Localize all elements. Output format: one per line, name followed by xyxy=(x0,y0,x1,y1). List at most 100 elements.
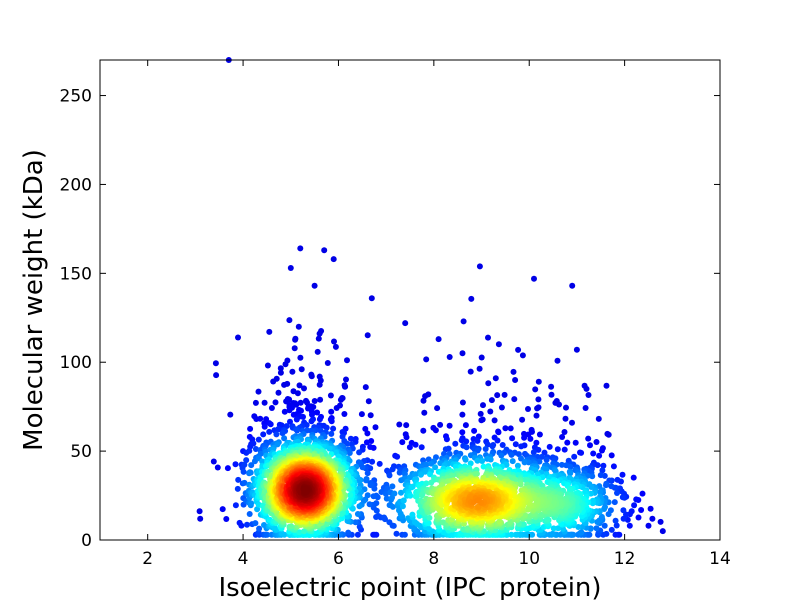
data-point xyxy=(533,412,540,419)
data-point xyxy=(649,515,656,522)
data-point xyxy=(427,471,433,478)
data-point xyxy=(260,431,267,438)
data-point xyxy=(612,517,619,524)
data-point xyxy=(412,519,418,526)
data-point xyxy=(277,369,284,376)
y-axis-ticks: 0 50 100 150 200 250 xyxy=(60,87,720,551)
data-point xyxy=(331,338,337,345)
data-point xyxy=(562,415,569,422)
data-point xyxy=(323,424,330,431)
data-point xyxy=(599,447,605,454)
data-point xyxy=(463,438,470,445)
data-point xyxy=(308,373,315,380)
data-point xyxy=(474,497,481,504)
data-point xyxy=(281,381,288,388)
data-point xyxy=(459,350,466,357)
data-point xyxy=(522,512,529,518)
data-point xyxy=(391,490,398,497)
data-point xyxy=(489,443,496,450)
data-point xyxy=(462,422,469,429)
data-point xyxy=(530,449,537,456)
data-point xyxy=(295,323,302,330)
data-point xyxy=(252,520,259,527)
data-point xyxy=(468,295,475,302)
data-point xyxy=(519,352,526,359)
data-point xyxy=(467,368,474,375)
data-point xyxy=(491,417,498,424)
data-point xyxy=(575,524,582,530)
x-tick-label: 12 xyxy=(614,549,636,569)
data-point xyxy=(541,449,548,456)
data-point xyxy=(485,334,491,341)
data-point xyxy=(344,357,350,364)
data-point xyxy=(367,412,374,419)
data-point xyxy=(346,450,353,456)
data-point xyxy=(594,462,601,469)
data-point xyxy=(372,424,379,431)
data-point xyxy=(261,399,268,406)
data-point xyxy=(300,486,307,493)
data-point xyxy=(589,473,596,480)
data-point xyxy=(531,275,537,282)
data-point xyxy=(512,441,519,448)
data-point xyxy=(619,494,626,501)
data-point xyxy=(332,343,339,350)
data-point xyxy=(428,479,435,486)
data-points xyxy=(196,57,666,538)
data-point xyxy=(583,385,590,392)
data-point xyxy=(578,449,585,456)
data-point xyxy=(407,492,414,499)
data-point xyxy=(343,376,349,383)
data-point xyxy=(434,405,441,412)
data-point xyxy=(487,408,494,415)
data-point xyxy=(289,368,296,375)
data-point xyxy=(390,522,397,529)
data-point xyxy=(608,526,615,533)
data-point xyxy=(593,525,600,532)
plot-frame xyxy=(99,59,721,541)
data-point xyxy=(620,507,627,514)
data-point xyxy=(443,436,450,443)
data-point xyxy=(487,456,494,463)
data-point xyxy=(279,430,286,437)
data-point xyxy=(474,457,481,464)
data-point xyxy=(214,464,221,471)
data-point xyxy=(297,399,304,406)
data-point xyxy=(477,410,484,417)
data-point xyxy=(601,522,608,529)
data-point xyxy=(572,439,579,446)
data-point xyxy=(492,375,499,382)
data-point xyxy=(367,444,374,450)
data-point xyxy=(311,282,318,289)
data-point xyxy=(399,439,406,446)
data-point xyxy=(296,382,303,389)
data-point xyxy=(639,490,646,497)
data-point xyxy=(612,531,619,538)
data-point xyxy=(396,421,403,428)
data-point xyxy=(370,493,377,500)
data-point xyxy=(362,425,369,432)
data-point xyxy=(416,522,423,529)
data-point xyxy=(243,457,250,464)
data-point xyxy=(423,480,430,487)
data-point xyxy=(267,421,274,428)
data-point xyxy=(364,470,371,477)
data-point xyxy=(585,392,592,398)
data-point xyxy=(635,514,642,521)
data-point xyxy=(282,361,289,368)
data-point xyxy=(364,332,371,339)
data-point xyxy=(596,452,603,459)
data-point xyxy=(389,483,396,490)
data-point xyxy=(462,456,469,463)
data-point xyxy=(219,506,226,513)
data-point xyxy=(422,393,429,400)
data-point xyxy=(519,416,526,423)
y-tick-label: 0 xyxy=(81,531,92,551)
data-point xyxy=(535,446,542,453)
data-point xyxy=(266,328,273,335)
data-point xyxy=(389,503,396,510)
data-point xyxy=(246,511,253,517)
data-point xyxy=(588,484,595,490)
data-point xyxy=(478,417,485,424)
data-point xyxy=(423,356,430,363)
